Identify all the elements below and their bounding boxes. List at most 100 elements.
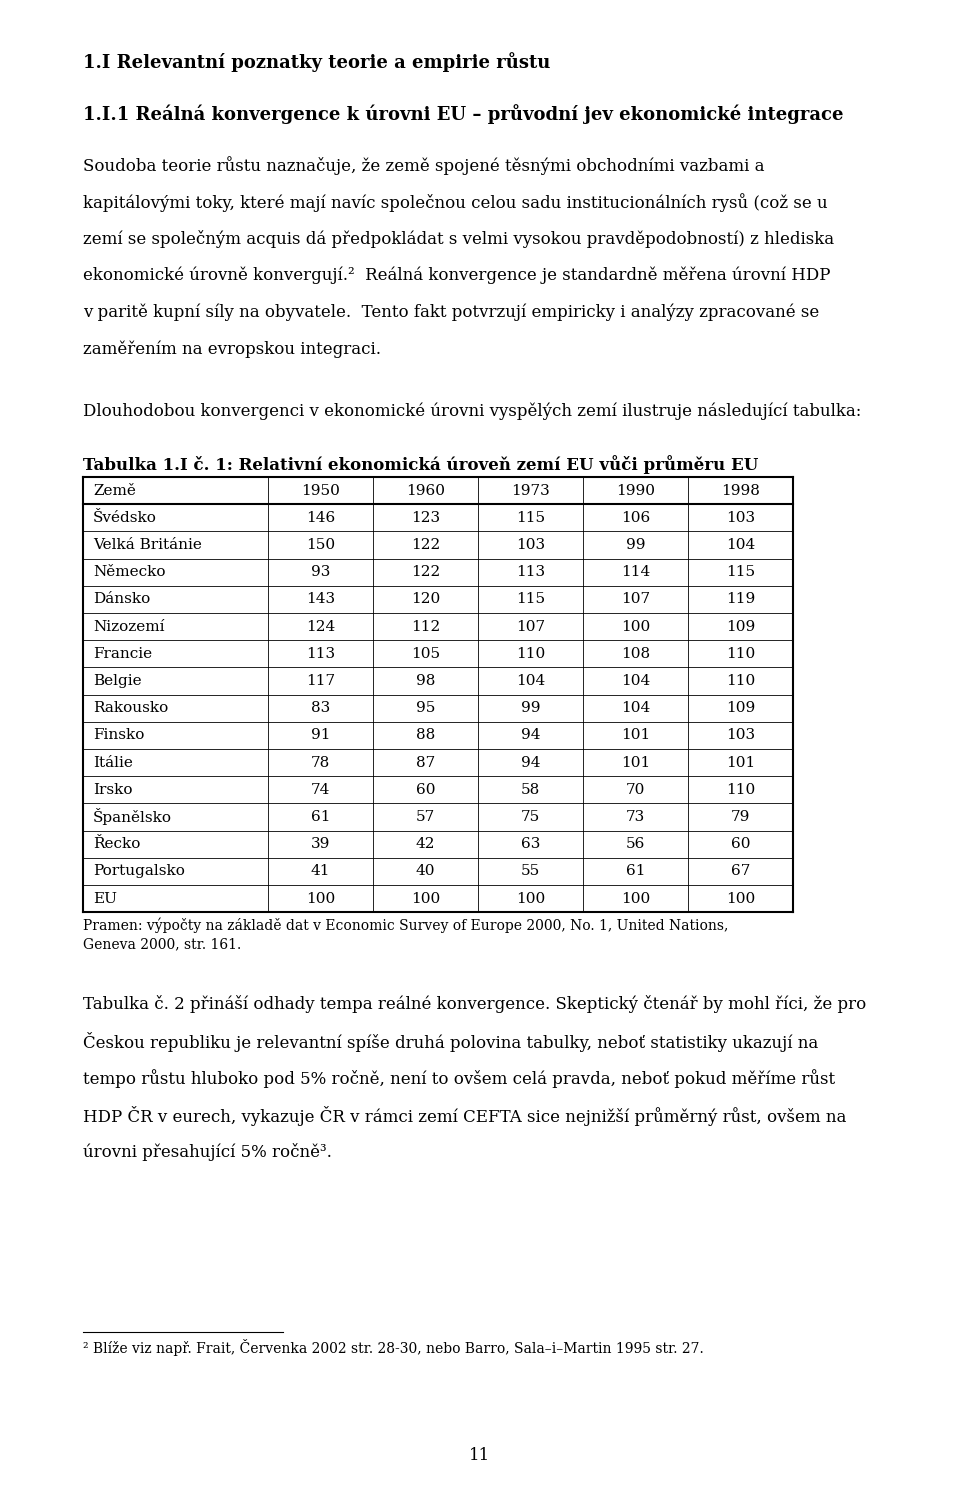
Text: Portugalsko: Portugalsko [93,864,185,879]
Text: 146: 146 [306,512,335,525]
Text: 1.I Relevantní poznatky teorie a empirie růstu: 1.I Relevantní poznatky teorie a empirie… [83,52,550,71]
Text: 63: 63 [521,837,540,851]
Text: 100: 100 [621,892,650,906]
Text: 105: 105 [411,647,440,660]
Text: 122: 122 [411,538,440,552]
Text: Dlouhodobou konvergenci v ekonomické úrovni vyspělých zemí ilustruje následující: Dlouhodobou konvergenci v ekonomické úro… [83,403,861,421]
Text: Rakousko: Rakousko [93,702,168,715]
Text: 61: 61 [626,864,645,879]
Text: Dánsko: Dánsko [93,592,151,607]
Text: 94: 94 [520,755,540,770]
Text: 93: 93 [311,565,330,580]
Text: 55: 55 [521,864,540,879]
Text: HDP ČR v eurech, vykazuje ČR v rámci zemí CEFTA sice nejnižší průměrný růst, ovš: HDP ČR v eurech, vykazuje ČR v rámci zem… [83,1106,847,1126]
Text: zemí se společným acquis dá předpokládat s velmi vysokou pravděpodobností) z hle: zemí se společným acquis dá předpokládat… [83,230,834,248]
Text: 109: 109 [726,702,756,715]
Text: 99: 99 [520,702,540,715]
Text: 57: 57 [416,810,435,824]
Text: 113: 113 [516,565,545,580]
Text: 101: 101 [621,729,650,742]
Text: 1973: 1973 [511,483,550,498]
Text: Velká Británie: Velká Británie [93,538,202,552]
Text: 67: 67 [731,864,750,879]
Text: Itálie: Itálie [93,755,132,770]
Text: 1990: 1990 [616,483,655,498]
Text: 115: 115 [516,512,545,525]
Text: 78: 78 [311,755,330,770]
Text: 114: 114 [621,565,650,580]
Text: 100: 100 [726,892,756,906]
Text: 60: 60 [731,837,751,851]
Text: Soudoba teorie růstu naznačuje, že země spojené těsnými obchodními vazbami a: Soudoba teorie růstu naznačuje, že země … [83,156,764,175]
Text: 73: 73 [626,810,645,824]
Text: 100: 100 [411,892,440,906]
Text: 119: 119 [726,592,756,607]
Text: 143: 143 [306,592,335,607]
Text: 120: 120 [411,592,440,607]
Text: 101: 101 [621,755,650,770]
Text: 117: 117 [306,674,335,688]
Text: 110: 110 [726,674,756,688]
Text: Tabulka č. 2 přináší odhady tempa reálné konvergence. Skeptický čtenář by mohl ř: Tabulka č. 2 přináší odhady tempa reálné… [83,995,866,1013]
Text: 112: 112 [411,620,440,633]
Text: 1998: 1998 [721,483,760,498]
Text: 88: 88 [416,729,435,742]
Text: 75: 75 [521,810,540,824]
Text: Tabulka 1.I č. 1: Relativní ekonomická úroveň zemí EU vůči průměru EU: Tabulka 1.I č. 1: Relativní ekonomická ú… [83,455,758,474]
Text: 100: 100 [306,892,335,906]
Text: 103: 103 [516,538,545,552]
Text: 104: 104 [621,702,650,715]
Text: 104: 104 [726,538,756,552]
Text: Geneva 2000, str. 161.: Geneva 2000, str. 161. [83,937,241,952]
Text: kapitálovými toky, které mají navíc společnou celou sadu institucionálních rysů: kapitálovými toky, které mají navíc spo… [83,193,828,213]
Text: 103: 103 [726,512,756,525]
Text: Belgie: Belgie [93,674,142,688]
Text: 74: 74 [311,782,330,797]
Text: v paritě kupní síly na obyvatele.  Tento fakt potvrzují empiricky i analýzy zpra: v paritě kupní síly na obyvatele. Tento … [83,303,819,321]
Text: 110: 110 [726,647,756,660]
Text: 1.I.1 Reálná konvergence k úrovni EU – průvodní jev ekonomické integrace: 1.I.1 Reálná konvergence k úrovni EU – p… [83,104,844,123]
Text: Země: Země [93,483,136,498]
Text: 41: 41 [311,864,330,879]
Text: 107: 107 [621,592,650,607]
Text: 115: 115 [516,592,545,607]
Text: 79: 79 [731,810,750,824]
Text: EU: EU [93,892,117,906]
Text: Nizozemí: Nizozemí [93,620,164,633]
Text: 124: 124 [306,620,335,633]
Text: 108: 108 [621,647,650,660]
Text: 150: 150 [306,538,335,552]
Text: zaměřením na evropskou integraci.: zaměřením na evropskou integraci. [83,341,381,358]
Text: 1960: 1960 [406,483,445,498]
Text: ekonomické úrovně konvergují.²  Reálná konvergence je standardně měřena úrovní H: ekonomické úrovně konvergují.² Reálná ko… [83,268,830,284]
Text: 11: 11 [469,1447,491,1463]
Text: Francie: Francie [93,647,152,660]
Text: 110: 110 [726,782,756,797]
Text: 40: 40 [416,864,435,879]
Text: 60: 60 [416,782,435,797]
Text: Finsko: Finsko [93,729,144,742]
Text: 91: 91 [311,729,330,742]
Text: 83: 83 [311,702,330,715]
Text: 98: 98 [416,674,435,688]
Text: úrovni přesahující 5% ročně³.: úrovni přesahující 5% ročně³. [83,1144,332,1161]
Text: 104: 104 [621,674,650,688]
Text: Pramen: výpočty na základě dat v Economic Survey of Europe 2000, No. 1, United N: Pramen: výpočty na základě dat v Economi… [83,917,729,932]
Text: ² Blíže viz např. Frait, Červenka 2002 str. 28-30, nebo Barro, Sala–i–Martin 199: ² Blíže viz např. Frait, Červenka 2002 s… [83,1338,704,1356]
Text: 123: 123 [411,512,440,525]
Text: 87: 87 [416,755,435,770]
Text: 94: 94 [520,729,540,742]
Text: 107: 107 [516,620,545,633]
Text: tempo růstu hluboko pod 5% ročně, není to ovšem celá pravda, neboť pokud měříme : tempo růstu hluboko pod 5% ročně, není t… [83,1069,835,1088]
Text: 100: 100 [516,892,545,906]
Text: 106: 106 [621,512,650,525]
Text: 58: 58 [521,782,540,797]
Text: 104: 104 [516,674,545,688]
Text: 99: 99 [626,538,645,552]
Text: 61: 61 [311,810,330,824]
Text: 103: 103 [726,729,756,742]
Text: 42: 42 [416,837,435,851]
Text: 100: 100 [621,620,650,633]
Text: Švédsko: Švédsko [93,512,156,525]
Text: 113: 113 [306,647,335,660]
